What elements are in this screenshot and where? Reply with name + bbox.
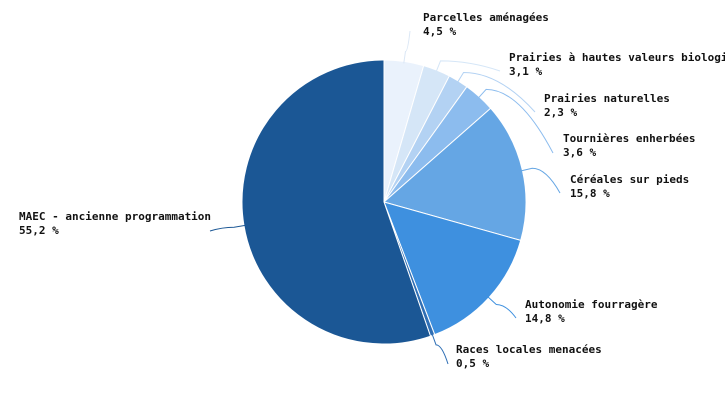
connector-line [520,167,561,194]
connector-line [431,333,449,365]
slice-label: Tournières enherbées [563,132,695,145]
connector-line [456,71,536,113]
slice-label: Prairies à hautes valeurs biologi [509,51,725,64]
slice-label: Parcelles aménagées [423,11,549,24]
slice-label: Autonomie fourragère [525,298,658,311]
connector-line [487,296,517,319]
connector-line [403,30,411,64]
connector-line [209,224,247,232]
slice-value-label: 14,8 % [525,312,565,325]
slice-label: Prairies naturelles [544,92,670,105]
slice-value-label: 2,3 % [544,106,577,119]
slice-label: Races locales menacées [456,343,602,356]
slice-value-label: 55,2 % [19,224,59,237]
slice-value-label: 0,5 % [456,357,489,370]
slice-value-label: 15,8 % [570,187,610,200]
slice-label: Céréales sur pieds [570,173,689,186]
connector-line [477,88,554,154]
slice-value-label: 4,5 % [423,25,456,38]
connector-line [435,60,501,73]
slice-value-label: 3,1 % [509,65,542,78]
slice-value-label: 3,6 % [563,146,596,159]
slice-label: MAEC - ancienne programmation [19,210,211,223]
